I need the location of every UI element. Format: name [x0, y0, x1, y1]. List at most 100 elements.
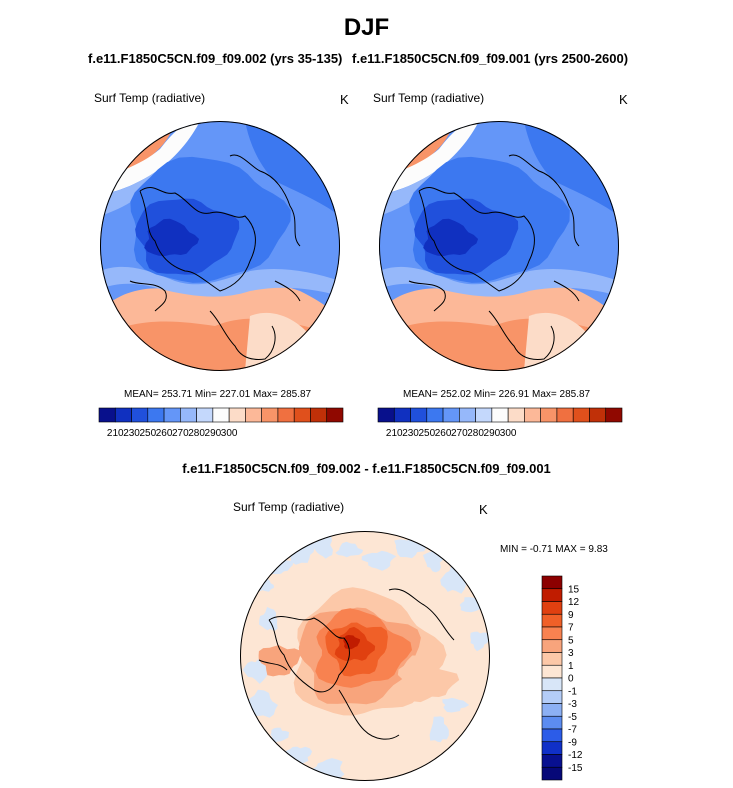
diff-colorbar-swatch [541, 639, 563, 653]
panel-1-stats: MEAN= 253.71 Min= 227.01 Max= 285.87 [124, 389, 312, 400]
diff-colorbar-swatch [541, 728, 563, 743]
colorbar-tick-label: 290 [484, 428, 501, 439]
panel-1-variable-label: Surf Temp (radiative) [94, 91, 206, 105]
field-pacific-mild [100, 121, 200, 195]
panel-2-units: K [619, 92, 628, 107]
colorbar-tick-label: 210 [386, 428, 403, 439]
panel-2-run-title: f.e11.F1850C5CN.f09_f09.001 (yrs 2500-26… [352, 51, 629, 66]
coastline-kara [553, 280, 580, 302]
panel-1-mean: 253.71 [161, 389, 193, 400]
diff-polar-map [240, 531, 490, 781]
colorbar-swatch [475, 407, 493, 423]
diff-cool-speck [242, 657, 269, 684]
panel-2-min: 226.91 [498, 389, 530, 400]
diff-coastline-siberia [388, 588, 455, 641]
diff-colorbar-tick-label: 12 [568, 597, 580, 608]
colorbar-swatch [556, 407, 574, 423]
colorbar-swatch [540, 407, 558, 423]
colorbar-swatch [147, 407, 165, 423]
diff-colorbar-swatch [541, 741, 563, 755]
panel-1-units: K [340, 92, 349, 107]
colorbar-tick-label: 260 [435, 428, 452, 439]
colorbar-swatch [377, 407, 395, 423]
diff-colorbar-swatch [541, 601, 563, 615]
panel-2-variable-label: Surf Temp (radiative) [373, 91, 485, 105]
colorbar-tick-label: 300 [500, 428, 517, 439]
coastline-greenland-arctic [418, 187, 535, 292]
map-border [100, 121, 340, 371]
diff-cool-speck [270, 727, 290, 743]
diff-coastline-scandinavia [338, 689, 400, 740]
panel-1-min: 227.01 [219, 389, 251, 400]
colorbar-swatch [326, 407, 344, 423]
panel-1-colorbar: 210 230 250 260 270 280 290 300 [98, 407, 344, 439]
diff-colorbar-tick-label: -9 [568, 737, 577, 748]
diff-units: K [479, 502, 488, 517]
diff-cool-speck [361, 550, 397, 571]
colorbar-tick-label: 230 [123, 428, 140, 439]
panel-2-mean: 252.02 [440, 389, 472, 400]
diff-warm-12 [343, 635, 361, 650]
panel-1-run-title: f.e11.F1850C5CN.f09_f09.002 (yrs 35-135) [88, 51, 343, 66]
colorbar-swatch [196, 407, 214, 423]
panel-1-max: 285.87 [280, 389, 312, 400]
colorbar-swatch [410, 407, 428, 423]
colorbar-tick-label: 260 [156, 428, 173, 439]
field-belt-2 [379, 266, 619, 297]
colorbar-swatch [459, 407, 476, 423]
colorbar-swatch [605, 407, 623, 423]
diff-colorbar: 15 12 9 75 3 1 0-1 -3 -5 -7-9 -12 -15 [541, 575, 583, 781]
diff-minmax: MIN = -0.71 MAX = 9.83 [500, 544, 608, 555]
diff-colorbar-swatch [541, 575, 563, 590]
diff-colorbar-swatch [541, 613, 563, 628]
colorbar-tick-label: 270 [172, 428, 189, 439]
map-border [379, 121, 619, 371]
field-warm-core [379, 318, 619, 371]
diff-colorbar-tick-label: -1 [568, 686, 577, 697]
colorbar-swatch [180, 407, 197, 423]
colorbar-swatch [572, 407, 590, 423]
panel-2-polar-map [379, 121, 619, 371]
diff-colorbar-swatch [541, 652, 563, 666]
panel-2-stats: MEAN= 252.02 Min= 226.91 Max= 285.87 [403, 389, 591, 400]
diff-colorbar-swatch [541, 588, 563, 602]
colorbar-tick-label: 280 [188, 428, 205, 439]
colorbar-swatch [261, 407, 279, 423]
diff-cool-speck [335, 541, 364, 558]
coastline-labrador [408, 280, 446, 312]
colorbar-swatch [589, 407, 607, 423]
diff-coastline-hudson [258, 659, 288, 671]
diff-colorbar-tick-label: 3 [568, 648, 574, 659]
coastline-greenland-arctic [139, 187, 256, 292]
colorbar-swatch [293, 407, 311, 423]
colorbar-swatch [131, 407, 149, 423]
diff-colorbar-swatch [541, 703, 563, 717]
diff-cool-speck [442, 697, 470, 713]
diff-colorbar-swatch [541, 690, 563, 704]
diff-colorbar-tick-label: -7 [568, 725, 577, 736]
field-pacific-mild [379, 121, 479, 195]
colorbar-tick-label: 280 [467, 428, 484, 439]
colorbar-swatch [114, 407, 132, 423]
diff-colorbar-swatch [541, 626, 563, 641]
diff-map-border [240, 531, 490, 781]
field-belt-2 [100, 266, 340, 297]
colorbar-tick-label: 300 [221, 428, 238, 439]
panel-1-polar-map [100, 121, 340, 371]
diff-colorbar-tick-label: 5 [568, 635, 574, 646]
season-title: DJF [343, 14, 390, 41]
coastline-kara [274, 280, 301, 302]
colorbar-swatch [507, 407, 525, 423]
diff-warm-hudson [258, 645, 301, 677]
coastline-siberia [508, 154, 580, 247]
colorbar-tick-label: 290 [205, 428, 222, 439]
field-greenland-core [144, 218, 200, 257]
panel-2-colorbar: 210 230 250 260 270 280 290 300 [377, 407, 623, 439]
diff-cool-speck [259, 607, 278, 632]
colorbar-swatch [524, 407, 541, 423]
field-warm-core [100, 318, 340, 371]
difference-title: f.e11.F1850C5CN.f09_f09.002 - f.e11.F185… [182, 461, 551, 476]
diff-colorbar-tick-label: -5 [568, 712, 577, 723]
diff-colorbar-swatch [541, 754, 563, 768]
diff-colorbar-swatch [541, 677, 563, 692]
